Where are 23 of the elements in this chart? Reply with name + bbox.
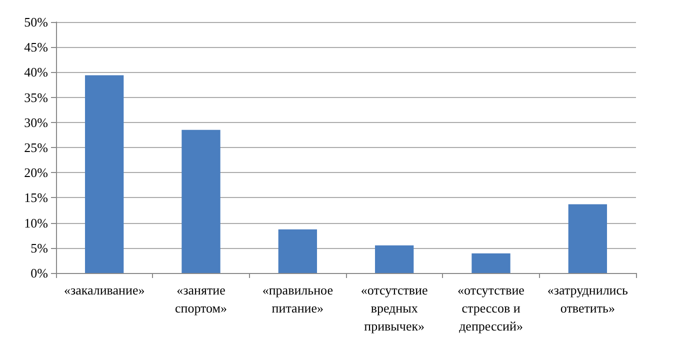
bar <box>375 245 414 273</box>
bar <box>568 204 607 273</box>
x-tick-label: «закаливание» <box>64 282 145 298</box>
bar <box>472 253 510 273</box>
bar <box>278 229 317 273</box>
bar <box>85 75 124 273</box>
y-tick-label: 30% <box>24 114 48 130</box>
x-tick-label: «отсутствие стрессов и депрессий» <box>458 282 525 334</box>
y-tick-label: 25% <box>24 140 48 155</box>
y-tick-label: 50% <box>24 14 48 30</box>
x-tick-label: «занятие спортом» <box>174 282 228 316</box>
bar <box>182 130 220 273</box>
y-tick-label: 0% <box>30 266 48 280</box>
y-tick-label: 10% <box>24 215 48 230</box>
y-tick-label: 15% <box>24 190 48 206</box>
x-tick-label: «затруднились ответить» <box>547 282 628 316</box>
y-tick-label: 45% <box>24 40 48 55</box>
y-tick-label: 40% <box>24 64 48 80</box>
y-tick-label: 20% <box>24 165 48 180</box>
x-tick-label: «отсутствие вредных привычек» <box>360 282 428 334</box>
y-tick-label: 5% <box>30 240 48 256</box>
x-tick-label: «правильное питание» <box>262 282 334 316</box>
y-tick-label: 35% <box>24 90 48 105</box>
